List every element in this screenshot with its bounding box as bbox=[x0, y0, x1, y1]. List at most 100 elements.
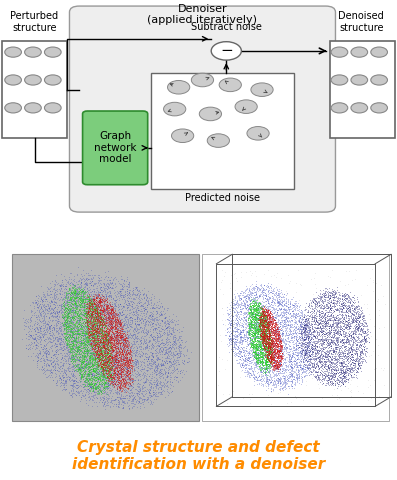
Point bbox=[85, 288, 91, 296]
Point bbox=[313, 317, 319, 324]
Point bbox=[94, 282, 100, 289]
Point bbox=[113, 310, 119, 318]
Point bbox=[91, 306, 98, 313]
Point bbox=[258, 334, 265, 341]
Point bbox=[311, 354, 317, 361]
Point bbox=[90, 384, 96, 391]
Point bbox=[43, 302, 50, 310]
Point bbox=[300, 361, 306, 369]
Point bbox=[260, 366, 266, 373]
Point bbox=[290, 375, 296, 383]
Point bbox=[151, 378, 158, 385]
Point bbox=[357, 352, 363, 360]
Point bbox=[294, 302, 300, 310]
Point bbox=[108, 334, 114, 341]
Point bbox=[90, 322, 96, 329]
Point bbox=[356, 313, 362, 321]
Point bbox=[356, 357, 362, 365]
Point bbox=[329, 380, 335, 387]
Point bbox=[56, 282, 63, 290]
Point bbox=[354, 322, 360, 330]
Point bbox=[270, 338, 277, 346]
Point bbox=[263, 282, 269, 290]
Point bbox=[81, 391, 88, 399]
Point bbox=[93, 321, 100, 328]
Point bbox=[266, 342, 273, 350]
Point bbox=[86, 352, 93, 360]
Point bbox=[248, 350, 254, 358]
Point bbox=[313, 302, 319, 310]
Point bbox=[343, 290, 349, 298]
Point bbox=[318, 321, 325, 329]
Point bbox=[93, 371, 100, 378]
Point bbox=[116, 366, 122, 374]
Point bbox=[270, 329, 276, 337]
Point bbox=[349, 341, 355, 348]
Point bbox=[93, 306, 99, 313]
Point bbox=[263, 360, 270, 368]
Point bbox=[58, 330, 64, 337]
Point bbox=[287, 353, 294, 360]
Point bbox=[284, 290, 290, 298]
Point bbox=[263, 317, 270, 325]
Point bbox=[87, 334, 93, 342]
Point bbox=[215, 381, 222, 388]
Point bbox=[348, 317, 354, 324]
Point bbox=[301, 333, 307, 340]
Point bbox=[148, 310, 155, 317]
Point bbox=[259, 317, 266, 325]
Point bbox=[97, 279, 103, 287]
Point bbox=[154, 333, 160, 340]
Point bbox=[94, 279, 101, 287]
Point bbox=[94, 302, 100, 310]
Point bbox=[85, 346, 91, 354]
Point bbox=[61, 282, 67, 289]
Point bbox=[60, 327, 66, 335]
Point bbox=[120, 368, 126, 375]
Point bbox=[274, 324, 280, 332]
Point bbox=[266, 300, 272, 308]
Point bbox=[160, 339, 166, 347]
Point bbox=[114, 360, 121, 368]
Point bbox=[90, 362, 96, 370]
Point bbox=[107, 336, 113, 343]
Point bbox=[44, 359, 50, 367]
Point bbox=[44, 355, 50, 363]
Point bbox=[330, 348, 337, 356]
Point bbox=[283, 361, 290, 369]
Point bbox=[129, 316, 135, 324]
Point bbox=[96, 323, 102, 331]
Point bbox=[255, 302, 262, 310]
Point bbox=[77, 341, 84, 348]
Point bbox=[47, 296, 54, 304]
Point bbox=[94, 318, 101, 325]
Point bbox=[109, 379, 115, 386]
Point bbox=[297, 363, 303, 371]
Point bbox=[258, 344, 264, 352]
Point bbox=[341, 372, 347, 379]
Point bbox=[272, 358, 278, 365]
Point bbox=[148, 376, 154, 384]
Point bbox=[87, 301, 93, 309]
Point bbox=[96, 398, 102, 406]
Point bbox=[96, 368, 102, 375]
Point bbox=[254, 381, 260, 388]
Point bbox=[306, 360, 312, 367]
Point bbox=[93, 383, 99, 391]
Point bbox=[74, 343, 81, 350]
Point bbox=[251, 332, 257, 339]
Point bbox=[260, 370, 266, 377]
Point bbox=[264, 351, 271, 359]
Point bbox=[91, 352, 98, 360]
Point bbox=[104, 360, 110, 368]
Point bbox=[90, 396, 96, 404]
Point bbox=[317, 363, 323, 371]
Point bbox=[239, 310, 246, 317]
Point bbox=[272, 323, 278, 330]
Point bbox=[118, 371, 125, 378]
Point bbox=[174, 350, 180, 358]
Point bbox=[152, 366, 159, 374]
Point bbox=[85, 325, 91, 333]
Point bbox=[105, 348, 111, 356]
Point bbox=[91, 336, 97, 344]
